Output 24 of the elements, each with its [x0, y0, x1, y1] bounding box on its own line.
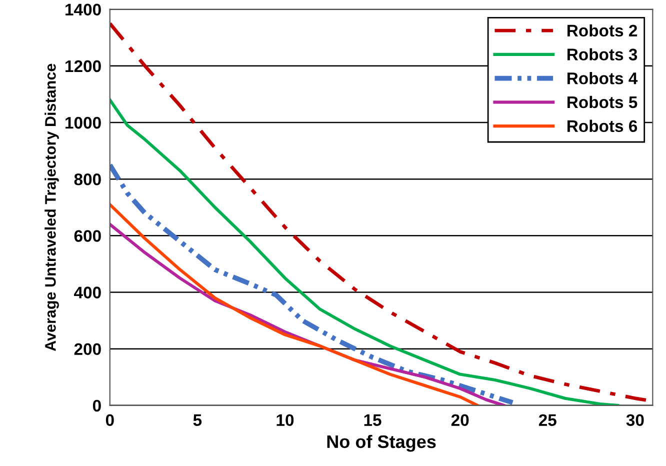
- legend-label: Robots 4: [568, 72, 638, 84]
- y-tick-label: 1000: [66, 116, 101, 129]
- y-tick-label: 1400: [66, 4, 101, 16]
- x-tick-label: 30: [626, 414, 644, 426]
- legend-label: Robots 2: [568, 24, 638, 37]
- x-tick-label: 10: [276, 414, 294, 426]
- y-tick-label: 200: [74, 343, 101, 356]
- y-axis-title: Average Untraveled Trajectory Distance: [44, 64, 59, 352]
- legend-label: Robots 5: [568, 96, 638, 108]
- x-tick-label: 25: [538, 414, 556, 426]
- line-series: [110, 203, 480, 406]
- line-series: [110, 162, 516, 406]
- x-tick-label: 20: [451, 414, 469, 426]
- legend-label: Robots 6: [568, 120, 638, 132]
- y-tick-label: 0: [92, 400, 101, 412]
- x-tick-label: 15: [364, 414, 382, 426]
- legend-label: Robots 3: [568, 48, 638, 60]
- y-tick-label: 800: [74, 173, 101, 186]
- y-tick-label: 400: [74, 286, 101, 298]
- y-tick-label: 600: [74, 230, 101, 242]
- y-tick-label: 1200: [66, 60, 101, 72]
- x-axis-title: No of Stages: [327, 434, 436, 452]
- x-tick-label: 5: [193, 414, 202, 426]
- x-tick-label: 0: [106, 414, 114, 426]
